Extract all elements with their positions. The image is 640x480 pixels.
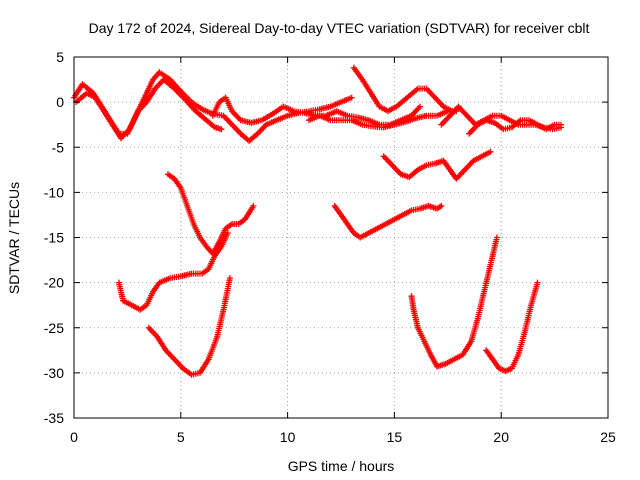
x-tick-label: 10 <box>280 429 296 445</box>
x-tick-label: 15 <box>387 429 403 445</box>
y-tick-label: 0 <box>56 94 64 110</box>
series-track-5 <box>306 108 460 131</box>
series-track-8 <box>380 148 494 182</box>
series-track-4 <box>350 64 456 115</box>
x-tick-label: 0 <box>70 429 78 445</box>
x-tick-label: 5 <box>177 429 185 445</box>
chart-title: Day 172 of 2024, Sidereal Day-to-day VTE… <box>89 20 590 36</box>
x-tick-label: 20 <box>493 429 509 445</box>
axis-ticks: 0 5 10 15 20 25 5 0 -5 -10 -15 -20 -25 -30 -35 <box>44 49 616 445</box>
y-tick-label: -5 <box>52 139 65 155</box>
y-tick-label: 5 <box>56 49 64 65</box>
data-point-marker <box>487 148 494 155</box>
y-tick-label: -20 <box>44 275 64 291</box>
data-point-marker <box>348 94 355 101</box>
plot-area <box>71 64 564 378</box>
series-track-7 <box>466 117 564 137</box>
data-point-marker <box>438 202 445 209</box>
data-point-marker <box>558 121 564 128</box>
series-track-11 <box>115 230 231 313</box>
x-axis-label: GPS time / hours <box>288 458 395 474</box>
series-track-9 <box>165 171 257 257</box>
data-point-marker <box>493 234 500 241</box>
x-tick-label: 25 <box>600 429 616 445</box>
y-tick-label: -30 <box>44 365 64 381</box>
y-tick-label: -25 <box>44 320 64 336</box>
series-track-14 <box>483 279 541 375</box>
series-track-13 <box>408 234 500 370</box>
y-axis-label: SDTVAR / TECUs <box>6 182 22 294</box>
y-tick-label: -35 <box>44 410 64 426</box>
data-point-marker <box>417 103 423 110</box>
series-track-12 <box>145 275 233 378</box>
data-point-marker <box>224 230 231 236</box>
data-point-marker <box>218 126 225 133</box>
data-point-marker <box>250 202 257 209</box>
data-point-marker <box>226 275 233 282</box>
series-track-3 <box>209 94 423 128</box>
data-point-marker <box>534 279 541 286</box>
y-tick-label: -10 <box>44 184 64 200</box>
series-track-10 <box>331 202 445 241</box>
y-tick-label: -15 <box>44 230 64 246</box>
